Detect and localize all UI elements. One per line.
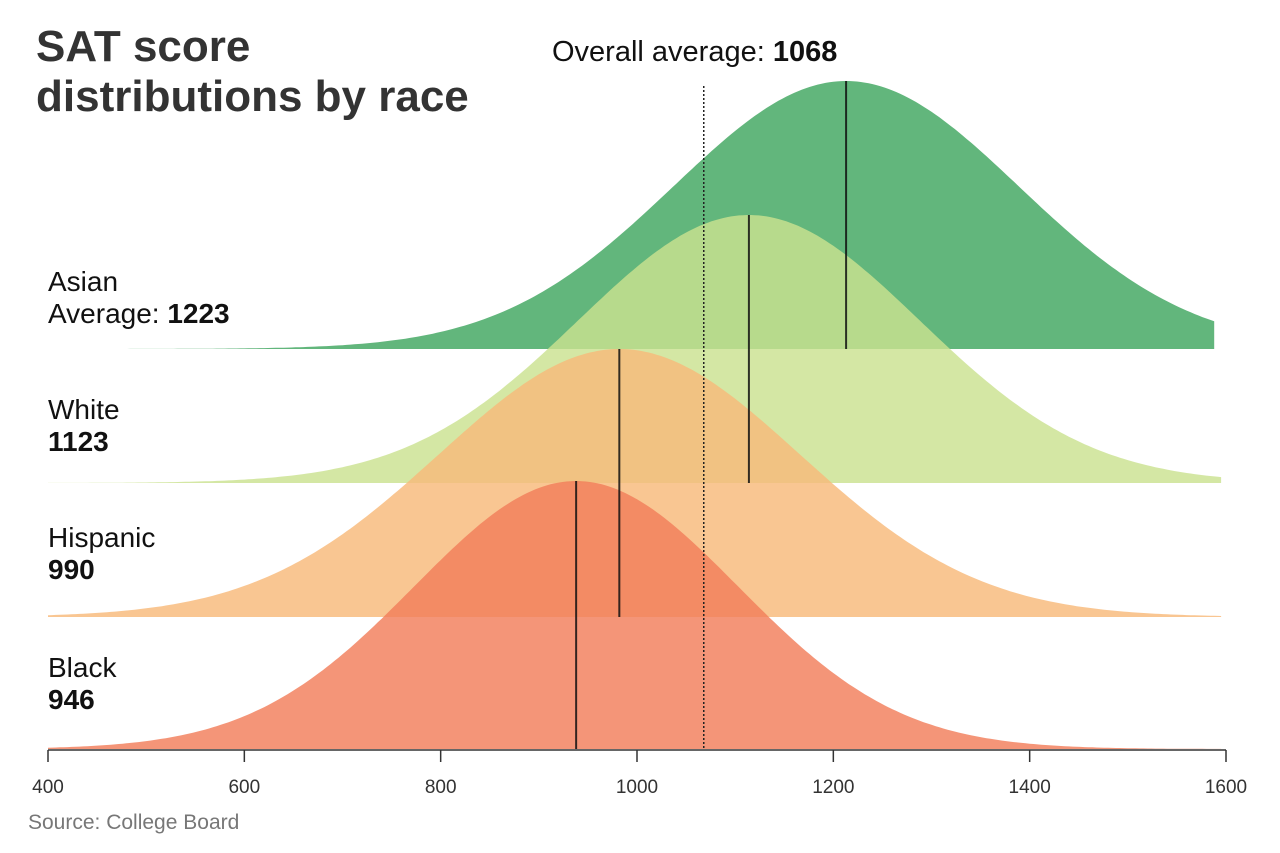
area-white: [48, 215, 1222, 483]
x-tick-label-600: 600: [228, 777, 260, 798]
label-asian-prefix: Average:: [48, 298, 168, 329]
x-tick-label-1000: 1000: [616, 777, 658, 798]
x-tick-label-1600: 1600: [1205, 777, 1247, 798]
label-hispanic-average: 990: [48, 554, 95, 585]
label-black-name: Black: [48, 652, 117, 683]
label-hispanic: Hispanic 990: [48, 522, 155, 586]
overall-average-value: 1068: [772, 36, 838, 68]
label-white-average: 1123: [48, 426, 109, 457]
label-asian: Asian Average: 1223: [48, 266, 230, 330]
x-axis: 400 600 800 1000 1200 1400 1600: [32, 749, 1247, 798]
label-asian-average: 1223: [167, 298, 230, 329]
title-line-2: distributions by race: [36, 72, 469, 121]
label-white-name: White: [48, 394, 120, 425]
label-hispanic-name: Hispanic: [48, 522, 156, 553]
area-hispanic: [48, 349, 1222, 617]
x-tick-label-1400: 1400: [1009, 777, 1051, 798]
overall-average-text: Overall average:: [552, 36, 773, 68]
label-black-average: 946: [48, 684, 95, 715]
source-note: Source: College Board: [28, 811, 240, 834]
label-asian-name: Asian: [48, 266, 119, 297]
label-white: White 1123: [48, 394, 120, 458]
overall-average-label: Overall average: 1068: [552, 34, 837, 70]
chart-title: SAT score distributions by race: [36, 22, 469, 122]
x-tick-label-400: 400: [32, 777, 64, 798]
area-asian: [48, 81, 1215, 349]
x-tick-label-1200: 1200: [812, 777, 854, 798]
label-black: Black 946: [48, 652, 116, 716]
x-tick-label-800: 800: [425, 777, 457, 798]
area-black: [48, 481, 1222, 749]
title-line-1: SAT score: [36, 22, 251, 71]
